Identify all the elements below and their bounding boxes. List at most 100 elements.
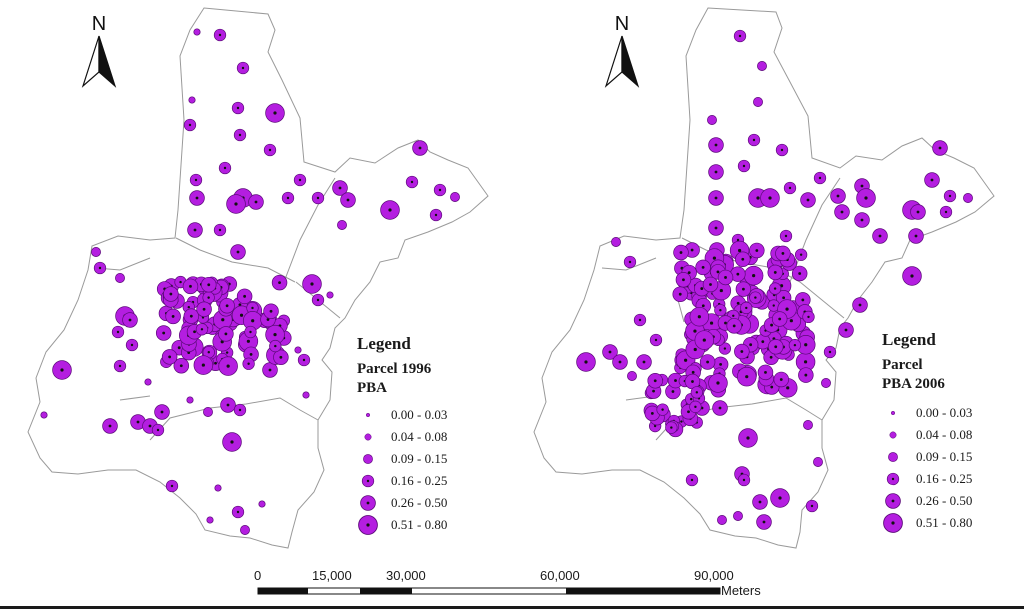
parcel-symbol-center [860,218,864,222]
parcel-symbol-center [680,420,683,423]
parcel-symbol-center [770,323,773,327]
parcel-symbol [240,525,250,535]
parcel-symbol-center [118,364,122,368]
parcel-symbol-center [769,355,773,359]
parcel-symbol-center [741,257,745,261]
legend-class: 0.00 - 0.03 [882,402,1022,424]
scale-tick-label: 60,000 [540,568,580,583]
scale-bar [257,587,721,595]
parcel-symbol-center [202,307,206,311]
parcel-symbol-center [269,309,273,313]
parcel-symbol-center [239,313,244,317]
legend-class: 0.26 - 0.50 [882,490,1022,512]
parcel-symbol-center [236,106,240,110]
parcel-symbol-center [241,66,245,70]
parcel-symbol-center [772,304,775,307]
parcel-symbols-2006 [576,29,973,530]
parcel-symbol-center [803,360,808,364]
parcel-symbol-center [187,305,190,309]
parcel-symbol-center [786,386,790,390]
parcel-symbol-center [98,266,102,270]
parcel-symbol-center [628,260,632,264]
legend-class: 0.16 - 0.25 [357,470,487,492]
parcel-symbol-center [752,138,756,142]
parcel-symbol-center [226,364,230,368]
legend-class: 0.16 - 0.25 [882,468,1022,490]
parcel-symbol-center [764,370,767,374]
parcel-symbol-center [388,208,392,212]
parcel-symbol-center [162,331,166,335]
parcel-symbol-center [584,360,588,364]
class-symbol-icon [360,495,376,511]
parcel-symbol-center [801,298,805,302]
legend-1996: Legend Parcel 1996 PBA 0.00 - 0.03 0.04 … [357,334,487,536]
legend-2006: Legend Parcel PBA 2006 0.00 - 0.03 0.04 … [882,330,1022,534]
parcel-symbol-center [338,186,342,190]
parcel-symbol-center [836,194,840,198]
parcel-symbol-center [697,315,701,319]
parcel-symbol [40,411,48,419]
parcel-symbol [450,192,460,202]
parcel-symbol-center [225,304,229,308]
parcel-symbol-center [638,318,642,322]
parcel-symbol-center [193,330,196,334]
parcel-symbol-center [278,281,281,284]
parcel-symbol-center [682,278,685,282]
parcel-symbol [115,273,125,283]
scale-tick-label: 30,000 [386,568,426,583]
parcel-symbol-center [674,379,677,382]
parcel-symbol-center [238,133,242,137]
parcel-symbol-center [749,343,753,347]
parcel-symbol-center [724,321,727,325]
parcel-symbol [753,97,763,107]
parcel-symbol-center [860,184,864,188]
parcel-symbol-center [273,333,277,337]
class-symbol-icon [361,474,375,488]
parcel-symbol-center [207,296,210,299]
parcel-symbol-center [701,304,705,308]
parcel-symbol-center [652,389,655,393]
parcel-symbol-center [230,440,234,444]
legend-class: 0.26 - 0.50 [357,492,487,514]
parcel-symbol-center [736,272,740,276]
parcel-symbol-center [828,350,832,354]
parcel-symbol-center [807,315,810,319]
parcel-symbol-center [249,352,253,356]
class-symbol-icon [889,431,897,439]
parcel-symbol-center [618,360,622,364]
parcel-symbol-center [709,283,712,286]
parcel-symbol-center [246,339,250,343]
parcel-symbol-center [762,520,766,524]
parcel-symbol-center [761,340,765,344]
parcel-symbol-center [254,200,258,204]
parcel-symbol-center [878,234,882,238]
parcel-symbol-center [840,210,844,214]
parcel-symbol-center [108,424,112,428]
parcel-symbol-center [194,178,198,182]
scale-tick-label: 90,000 [694,568,734,583]
parcel-symbol-center [755,249,759,252]
parcel-symbol-center [914,234,918,238]
parcel-symbol-center [226,403,230,407]
parcel-symbol-center [268,368,272,372]
parcel-symbol-center [693,347,697,352]
legend-heading: Legend [357,334,411,353]
class-symbol-icon [883,513,903,533]
parcel-symbol-center [179,364,183,368]
parcel-symbol-center [286,196,290,200]
parcel-symbol-center [148,424,152,428]
parcel-symbol-center [160,410,164,414]
parcel-symbol-center [221,318,225,322]
parcel-symbol-center [251,319,255,323]
parcel-symbol-center [716,270,720,274]
parcel-symbol [206,516,214,524]
parcel-symbol-center [779,378,783,381]
parcel-symbol-center [171,315,175,318]
parcel-symbol-center [804,373,808,377]
parcel-symbol-center [268,148,272,152]
parcel-symbol-center [691,370,695,374]
parcel-symbol-center [742,287,745,291]
parcel-symbol-center [773,287,777,290]
parcel-symbol-center [653,379,657,383]
